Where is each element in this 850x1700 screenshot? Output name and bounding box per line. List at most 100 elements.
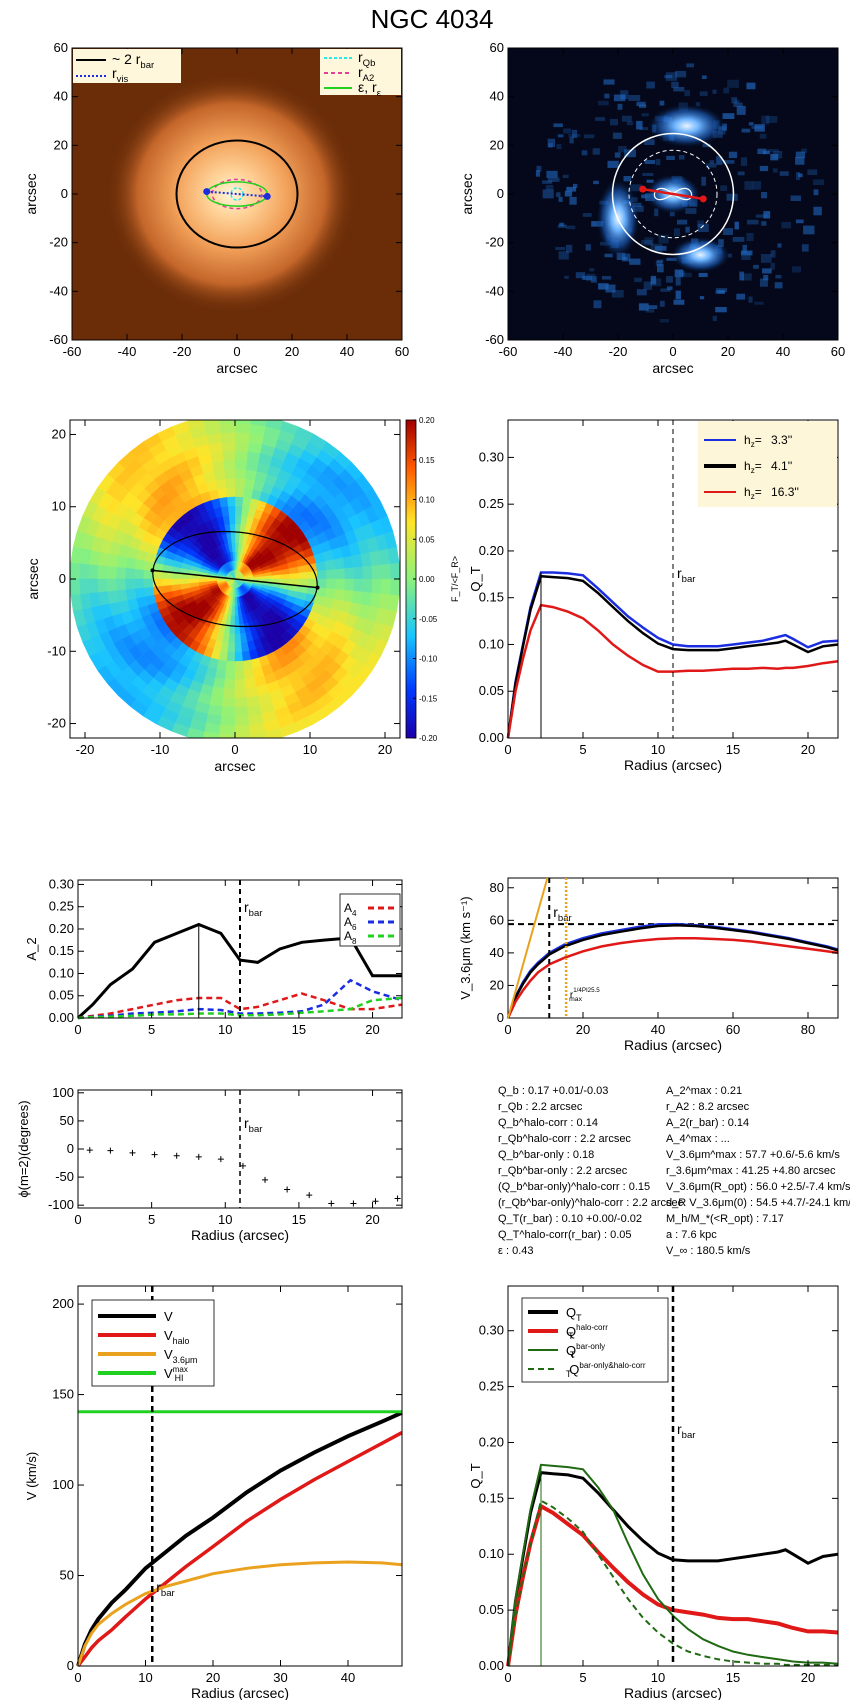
torque-cell xyxy=(234,532,240,543)
legend-entry-main: Q xyxy=(566,1343,576,1358)
torque-cell xyxy=(335,578,346,591)
x-tick-label: -60 xyxy=(63,344,82,359)
noise-pixel xyxy=(739,271,744,281)
noise-pixel xyxy=(644,160,656,165)
panel-p8: rbar 0 10 20 30 40 0 50 100 150 200 Radius (arcsec)… xyxy=(24,1285,403,1700)
y-tick-label: 0.10 xyxy=(479,636,504,651)
x-tick-label: 5 xyxy=(148,1212,155,1227)
noise-pixel xyxy=(755,214,768,218)
x-tick-label: 0 xyxy=(74,1212,81,1227)
x-tick-label: 0 xyxy=(504,1022,511,1037)
torque-cell xyxy=(227,642,236,653)
legend-entry-sub: 6 xyxy=(352,923,357,932)
noise-pixel xyxy=(604,253,613,258)
y-tick-label: 0 xyxy=(67,1658,74,1673)
torque-cell xyxy=(143,578,154,589)
noise-pixel xyxy=(801,148,808,154)
noise-pixel xyxy=(650,275,657,285)
noise-pixel xyxy=(760,278,768,287)
legend-entry: A6 xyxy=(344,915,357,932)
noise-pixel xyxy=(636,101,646,107)
y-tick-label: -40 xyxy=(485,283,504,298)
noise-pixel xyxy=(655,261,663,267)
y-tick-label: -40 xyxy=(49,283,68,298)
noise-pixel xyxy=(699,91,708,96)
torque-cell xyxy=(219,724,236,736)
legend-entry-sup: halo-corr xyxy=(576,1323,608,1332)
noise-pixel xyxy=(566,225,576,230)
legend-entry-main: Q xyxy=(566,1305,576,1320)
torque-cell xyxy=(353,578,364,592)
y-tick-label: 20 xyxy=(490,137,504,152)
rbar-label-sub: bar xyxy=(682,1430,697,1441)
noise-pixel xyxy=(564,190,573,197)
torque-cell xyxy=(219,422,236,434)
noise-pixel xyxy=(673,87,685,92)
torque-cell xyxy=(215,668,227,680)
noise-pixel xyxy=(728,151,738,159)
noise-pixel xyxy=(566,186,577,192)
legend-entry: hz= 16.3'' xyxy=(744,485,799,501)
y-tick-label: 20 xyxy=(54,137,68,152)
noise-pixel xyxy=(748,122,754,126)
noise-pixel xyxy=(569,136,574,144)
noise-pixel xyxy=(813,179,825,186)
plot-frame xyxy=(77,879,403,1019)
phase-point xyxy=(262,1176,269,1183)
noise-pixel xyxy=(766,116,778,123)
torque-cell xyxy=(234,642,243,653)
noise-pixel xyxy=(624,149,636,158)
noise-pixel xyxy=(741,128,751,133)
noise-pixel xyxy=(712,315,717,321)
x-tick-label: 20 xyxy=(378,742,392,757)
noise-pixel xyxy=(660,288,671,292)
y-axis-label: arcsec xyxy=(23,173,39,214)
legend-entry-sub: T xyxy=(566,1369,572,1379)
series-line-2 xyxy=(76,1560,403,1667)
noise-pixel xyxy=(582,275,592,281)
x-axis-label: arcsec xyxy=(216,360,257,376)
x-tick-label: 15 xyxy=(292,1212,306,1227)
rbar-label: rbar xyxy=(156,1579,175,1599)
legend-entry-sub: 8 xyxy=(352,937,357,946)
legend-right-2: ε, rε xyxy=(358,79,382,99)
x-tick-label: 0 xyxy=(504,742,511,757)
torque-cell xyxy=(225,487,236,498)
noise-pixel xyxy=(761,221,767,226)
noise-pixel xyxy=(628,95,641,101)
parameter-row: r_Qb : 2.2 arcsec xyxy=(498,1101,583,1113)
emission-arc xyxy=(646,103,727,148)
legend-right-2-sub: ε xyxy=(377,88,382,99)
torque-cell xyxy=(234,679,247,690)
x-axis-label: Radius (arcsec) xyxy=(191,1227,289,1243)
torque-cell xyxy=(353,566,364,580)
x-tick-label: 40 xyxy=(341,1670,355,1685)
noise-pixel xyxy=(761,192,768,199)
legend-entry-main: V xyxy=(164,1309,173,1324)
noise-pixel xyxy=(795,172,801,180)
noise-pixel xyxy=(763,211,771,219)
noise-pixel xyxy=(667,286,673,290)
noise-pixel xyxy=(568,134,581,138)
legend-entry: V xyxy=(164,1309,173,1324)
noise-pixel xyxy=(636,120,643,130)
noise-pixel xyxy=(705,163,717,168)
noise-pixel xyxy=(801,244,809,252)
torque-cell xyxy=(221,706,236,717)
torque-cell xyxy=(234,660,245,671)
panel-p9: rbar 0 5 10 15 20 0.00 0.05 0.10 0.15 0.20 0.25 0.30… xyxy=(468,1285,839,1700)
legend-entry: A8 xyxy=(344,929,357,946)
noise-pixel xyxy=(754,124,765,132)
noise-pixel xyxy=(641,240,653,245)
noise-pixel xyxy=(709,160,715,165)
torque-cell xyxy=(380,578,392,595)
noise-pixel xyxy=(774,282,783,289)
torque-cell xyxy=(220,432,236,443)
legend-rbar-sub: bar xyxy=(140,60,155,71)
noise-pixel xyxy=(746,82,756,90)
torque-cell xyxy=(234,651,244,662)
parameter-row: r_Qb^bar-only : 2.2 arcsec xyxy=(498,1165,628,1177)
noise-pixel xyxy=(669,211,675,217)
noise-pixel xyxy=(795,151,806,159)
torque-cell xyxy=(316,569,327,580)
